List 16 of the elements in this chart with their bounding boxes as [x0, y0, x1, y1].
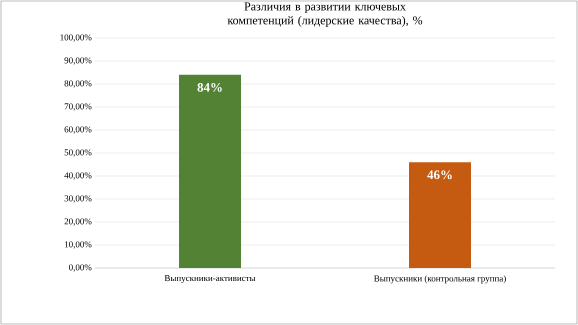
y-tick-label: 10,00% [64, 241, 92, 249]
x-tick-label: Выпускники (контрольная группа) [374, 275, 506, 284]
y-tick-label: 90,00% [64, 57, 92, 65]
y-tick-label: 60,00% [64, 126, 92, 134]
y-tick-label: 100,00% [60, 34, 92, 42]
data-label: 46% [427, 170, 452, 180]
y-tick-label: 80,00% [64, 80, 92, 88]
y-tick-label: 20,00% [64, 218, 92, 226]
y-tick-label: 50,00% [64, 149, 92, 157]
chart-title: Различия в развитии ключевых компетенций (лидерские качества), % [228, 2, 422, 27]
y-tick-label: 40,00% [64, 172, 92, 180]
x-tick-label: Выпускники-активисты [164, 275, 256, 283]
data-label: 84% [197, 82, 222, 92]
y-tick-label: 30,00% [64, 195, 92, 203]
y-tick-label: 70,00% [64, 103, 92, 111]
y-tick-label: 0,00% [69, 264, 92, 272]
